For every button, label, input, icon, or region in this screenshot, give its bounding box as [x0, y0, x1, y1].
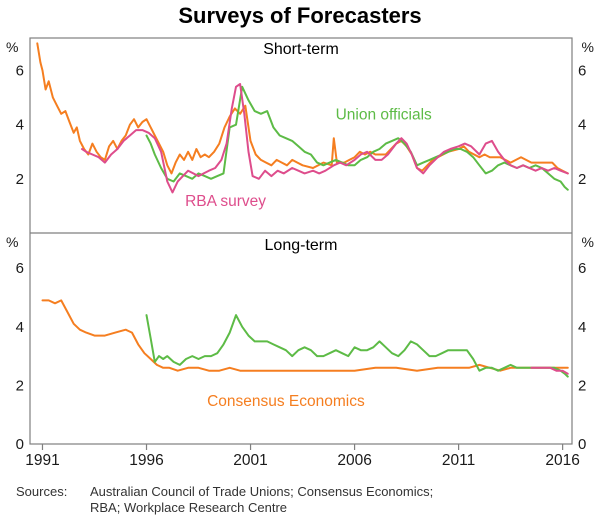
svg-text:4: 4: [16, 319, 24, 336]
svg-text:6: 6: [16, 260, 24, 277]
source-line-2: RBA; Workplace Research Centre: [90, 500, 288, 516]
page-title: Surveys of Forecasters: [178, 3, 422, 28]
svg-text:%: %: [582, 234, 594, 250]
svg-text:4: 4: [578, 319, 586, 336]
svg-text:%: %: [582, 39, 594, 55]
panel-label-long-term: Long-term: [264, 237, 338, 254]
svg-text:2: 2: [578, 377, 586, 394]
svg-text:2011: 2011: [442, 452, 475, 469]
svg-text:Consensus Economics: Consensus Economics: [207, 393, 365, 410]
svg-text:0: 0: [578, 436, 586, 453]
chart-canvas: Union officials RBA survey 2 2 4 4 6 6% % Consens…: [6, 37, 594, 469]
svg-text:1991: 1991: [25, 452, 59, 469]
svg-text:Union officials: Union officials: [336, 106, 432, 123]
svg-text:4: 4: [578, 117, 586, 134]
svg-text:2: 2: [578, 171, 586, 188]
svg-text:2001: 2001: [233, 452, 267, 469]
source-note: Sources: Australian Council of Trade Uni…: [16, 484, 433, 517]
svg-text:%: %: [6, 234, 18, 250]
svg-text:%: %: [6, 39, 18, 55]
svg-text:RBA survey: RBA survey: [185, 193, 266, 210]
source-text: Australian Council of Trade Unions; Cons…: [90, 484, 433, 517]
source-line-1: Australian Council of Trade Unions; Cons…: [90, 484, 434, 499]
svg-text:4: 4: [16, 117, 24, 134]
svg-text:6: 6: [578, 63, 586, 80]
source-label: Sources:: [16, 484, 68, 499]
svg-text:6: 6: [578, 260, 586, 277]
svg-text:2016: 2016: [545, 452, 579, 469]
svg-text:2: 2: [16, 377, 24, 394]
svg-text:6: 6: [16, 63, 24, 80]
svg-text:1996: 1996: [129, 452, 163, 469]
svg-text:0: 0: [16, 436, 24, 453]
svg-text:2: 2: [16, 171, 24, 188]
svg-text:2006: 2006: [337, 452, 371, 469]
panel-label-short-term: Short-term: [263, 41, 339, 58]
